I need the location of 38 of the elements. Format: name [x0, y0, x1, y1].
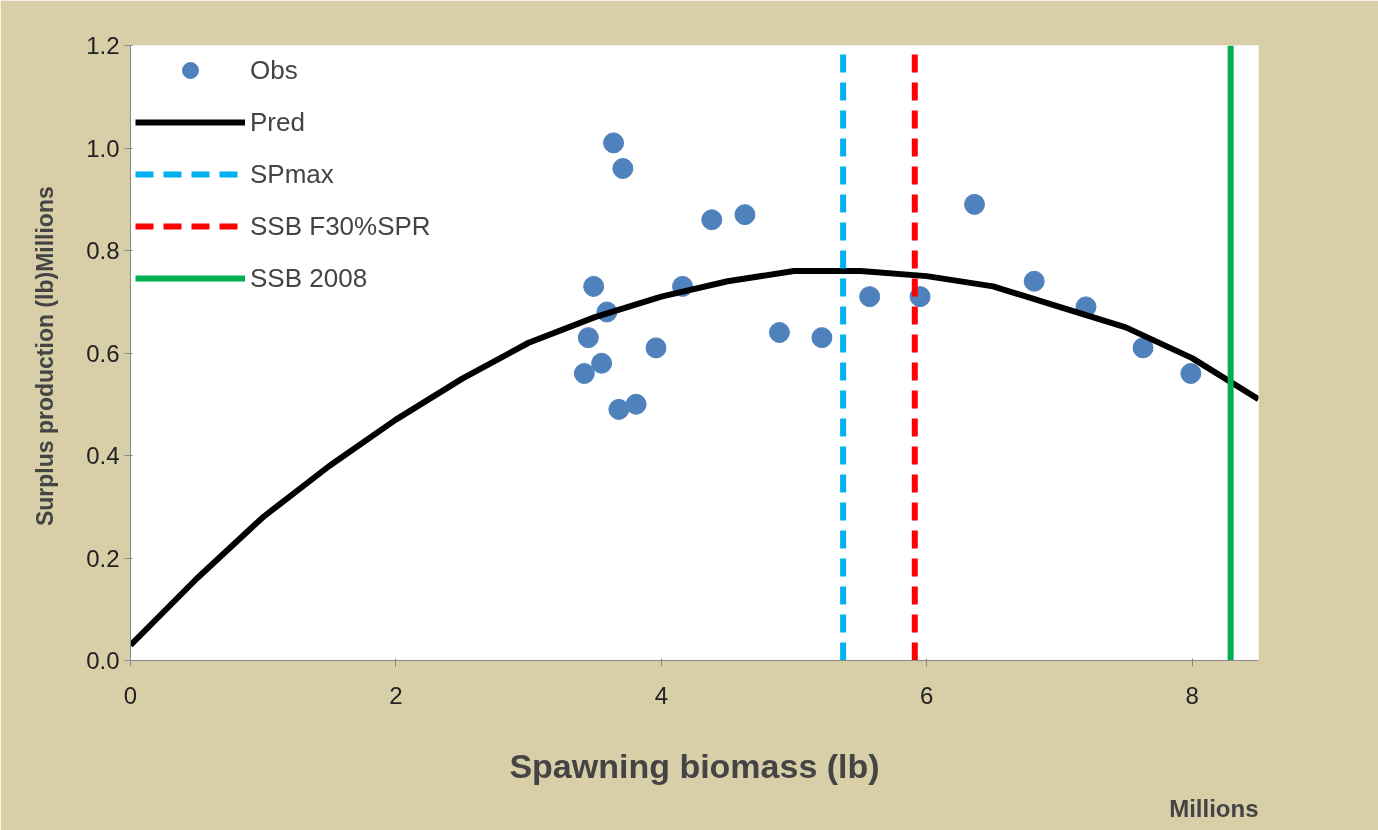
- y-axis-title: Surplus production (lb)Millions: [32, 186, 59, 527]
- point: [1023, 270, 1045, 292]
- y-tick-label: 0.6: [86, 339, 120, 367]
- x-axis-title: Spawning biomass (lb): [509, 746, 880, 785]
- point: [612, 158, 634, 179]
- point: [811, 327, 833, 349]
- legend-label: SSB 2008: [250, 261, 368, 295]
- x-tick-label: 0: [123, 681, 138, 709]
- point: [1180, 363, 1202, 384]
- y-tick-label: 0.2: [86, 544, 120, 572]
- legend-label: SPmax: [250, 157, 334, 191]
- legend-label: SSB F30%SPR: [250, 209, 431, 243]
- point: [701, 209, 723, 231]
- legend-label: Obs: [250, 53, 298, 87]
- point: [603, 132, 625, 154]
- x-tick-label: 2: [389, 681, 403, 709]
- x-tick-label: 6: [920, 681, 934, 709]
- y-tick-label: 1.0: [86, 134, 120, 162]
- y-tick-label: 0.4: [86, 442, 120, 469]
- x-tick-label: 8: [1185, 681, 1199, 709]
- point: [591, 352, 613, 374]
- point: [734, 204, 756, 226]
- point: [608, 398, 630, 420]
- point: [768, 322, 790, 343]
- point: [625, 393, 647, 415]
- legend-label: Pred: [250, 105, 305, 139]
- point: [645, 337, 667, 359]
- y-tick-label: 0.8: [86, 237, 120, 264]
- point: [964, 193, 986, 215]
- point: [1132, 337, 1154, 359]
- y-tick-label: 1.2: [86, 32, 120, 59]
- point: [577, 327, 599, 349]
- point: [859, 286, 881, 308]
- text: Millions: [1169, 794, 1259, 822]
- x-tick-label: 4: [654, 681, 669, 709]
- point: [583, 275, 605, 297]
- y-tick-label: 0.0: [86, 647, 120, 674]
- point: [573, 363, 595, 384]
